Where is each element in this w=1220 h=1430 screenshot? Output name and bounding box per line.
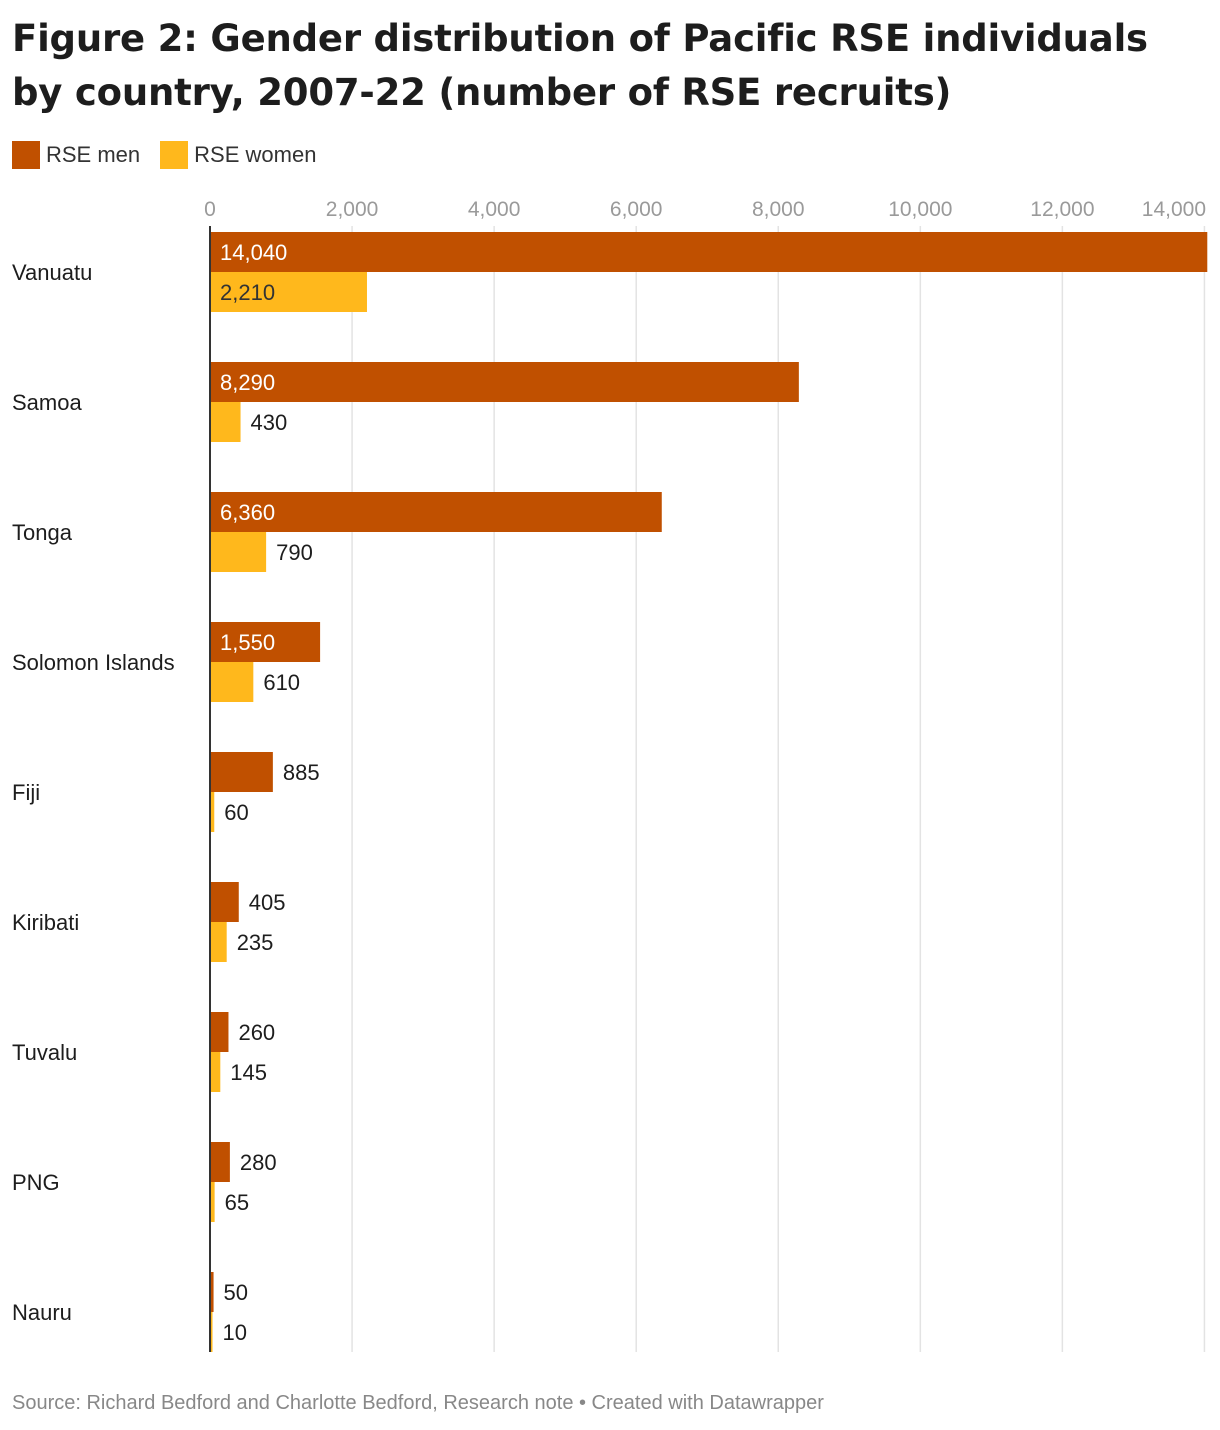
bar-women bbox=[210, 272, 367, 312]
bar-men bbox=[210, 1272, 214, 1312]
bar-men bbox=[210, 882, 239, 922]
data-label: 145 bbox=[230, 1060, 267, 1085]
category-label: Tonga bbox=[12, 520, 73, 545]
data-label: 280 bbox=[240, 1150, 277, 1175]
category-label: Samoa bbox=[12, 390, 82, 415]
source-note: Source: Richard Bedford and Charlotte Be… bbox=[12, 1392, 824, 1414]
bar-women bbox=[210, 1052, 221, 1092]
category-label: Nauru bbox=[12, 1300, 72, 1325]
legend: RSE men RSE women bbox=[12, 140, 336, 170]
data-label: 260 bbox=[238, 1020, 275, 1045]
x-tick-label: 8,000 bbox=[752, 198, 805, 221]
x-tick-label: 14,000 bbox=[1142, 198, 1206, 221]
bar-men bbox=[210, 622, 321, 662]
bar-women bbox=[210, 1182, 215, 1222]
bar-women bbox=[210, 1312, 213, 1352]
data-label: 10 bbox=[223, 1320, 247, 1345]
bar-men bbox=[210, 752, 273, 792]
category-label: Solomon Islands bbox=[12, 650, 175, 675]
legend-label-men: RSE men bbox=[46, 142, 141, 167]
category-label: Fiji bbox=[12, 780, 40, 805]
bar-women bbox=[210, 792, 215, 832]
x-tick-label: 10,000 bbox=[888, 198, 952, 221]
bar-men bbox=[210, 492, 662, 532]
x-tick-label: 2,000 bbox=[326, 198, 379, 221]
x-tick-label: 0 bbox=[204, 198, 216, 221]
x-tick-label: 4,000 bbox=[468, 198, 521, 221]
bar-chart: 0 2,000 4,000 6,000 8,000 10,000 12,000 14,000 V… bbox=[12, 198, 1208, 1352]
legend-label-women: RSE women bbox=[194, 142, 317, 167]
data-label: 60 bbox=[224, 800, 248, 825]
category-label: PNG bbox=[12, 1170, 60, 1195]
data-label: 2,210 bbox=[220, 280, 275, 305]
x-tick-label: 6,000 bbox=[610, 198, 663, 221]
data-label: 885 bbox=[283, 760, 320, 785]
category-label: Vanuatu bbox=[12, 260, 92, 285]
category-label: Kiribati bbox=[12, 910, 79, 935]
legend-swatch-men bbox=[12, 141, 40, 169]
data-label: 65 bbox=[225, 1190, 249, 1215]
bar-men bbox=[210, 1142, 230, 1182]
data-label: 8,290 bbox=[220, 370, 275, 395]
bar-men bbox=[210, 362, 799, 402]
data-label: 430 bbox=[251, 410, 288, 435]
data-label: 14,040 bbox=[220, 240, 287, 265]
data-label: 405 bbox=[249, 890, 286, 915]
category-label: Tuvalu bbox=[12, 1040, 77, 1065]
legend-item-men: RSE men bbox=[12, 141, 140, 169]
bar-women bbox=[210, 922, 227, 962]
data-label: 235 bbox=[237, 930, 274, 955]
bar-women bbox=[210, 402, 241, 442]
legend-item-women: RSE women bbox=[160, 141, 316, 169]
bar-women bbox=[210, 532, 267, 572]
chart-title: Figure 2: Gender distribution of Pacific… bbox=[12, 17, 1148, 114]
legend-swatch-women bbox=[160, 141, 189, 169]
data-label: 6,360 bbox=[220, 500, 275, 525]
x-tick-label: 12,000 bbox=[1030, 198, 1094, 221]
bar-women bbox=[210, 662, 254, 702]
bar-men bbox=[210, 1012, 229, 1052]
data-label: 610 bbox=[263, 670, 300, 695]
data-label: 50 bbox=[224, 1280, 248, 1305]
bar-men bbox=[210, 232, 1208, 272]
data-label: 1,550 bbox=[220, 630, 275, 655]
data-label: 790 bbox=[276, 540, 313, 565]
